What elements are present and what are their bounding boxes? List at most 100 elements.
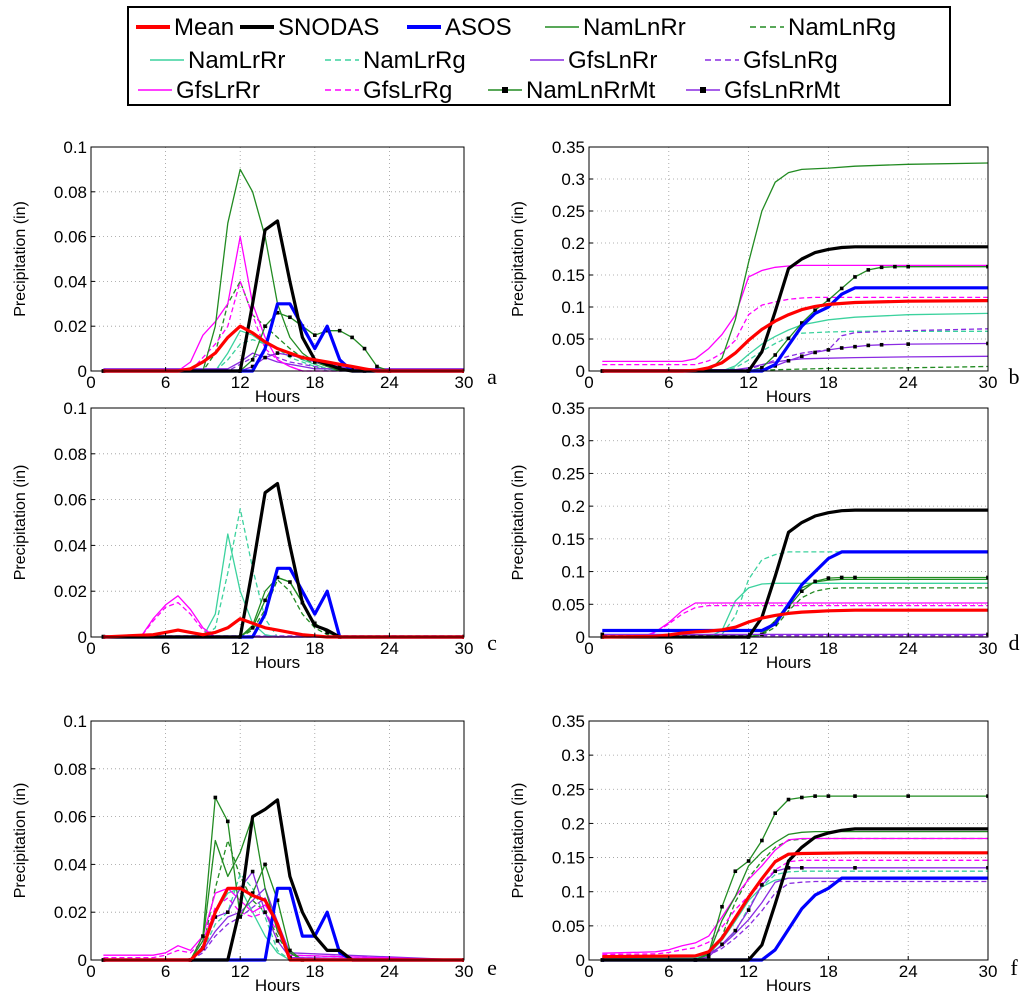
series-point	[362, 346, 367, 351]
series-line-namlnrr	[602, 162, 988, 372]
series-point	[600, 632, 605, 637]
legend-item-asos: ASOS	[407, 14, 512, 41]
series-point	[986, 575, 988, 580]
y-tick-label: 0.15	[552, 530, 585, 549]
x-tick-label: 18	[305, 639, 324, 658]
series-point	[213, 795, 218, 800]
series-point	[786, 797, 791, 802]
series-point	[813, 308, 817, 312]
x-tick-label: 6	[161, 373, 170, 392]
x-tick-label: 18	[819, 962, 838, 981]
legend-item-label: NamLnRg	[788, 14, 896, 41]
series-line-gfslnrr	[103, 352, 464, 370]
series-point	[263, 355, 267, 360]
series-line-mean	[602, 299, 988, 373]
y-tick-label: 0.02	[54, 317, 87, 336]
series-line-gfslrrg	[602, 859, 988, 956]
y-axis-label: Precipitation (in)	[510, 783, 527, 899]
series-point	[760, 838, 764, 843]
series-point	[800, 354, 804, 359]
x-tick-label: 12	[739, 962, 758, 981]
series-line-namlnrr	[103, 576, 464, 638]
series-point	[986, 632, 988, 637]
x-tick-label: 18	[819, 639, 838, 658]
series-point	[337, 328, 342, 333]
series-point	[879, 342, 884, 347]
series-group	[101, 482, 464, 639]
series-line-snodas	[602, 508, 988, 639]
legend-item-namlnrr: NamLnRr	[545, 14, 686, 41]
x-tick-label: 30	[979, 373, 998, 392]
legend-item-label: SNODAS	[278, 14, 379, 41]
series-line-gfslrrr	[602, 264, 988, 363]
series-point	[720, 942, 724, 947]
y-tick-label: 0	[78, 951, 87, 970]
x-axis-label: Hours	[766, 387, 811, 406]
series-point	[800, 795, 804, 800]
y-tick-label: 0	[576, 628, 585, 647]
series-point	[313, 360, 317, 364]
series-point	[866, 268, 871, 272]
chart-panels: 0 6 12 18 24 30 0 0.02 0.04 0.06 0.08 0.1 Hours Preci…	[12, 138, 1020, 995]
tick-labels: 0 6 12 18 24 30 0 0.05 0.1 0.15 0.2 0.25 0.3 0.35	[552, 399, 998, 658]
series-point	[288, 353, 292, 358]
series-point	[826, 298, 831, 302]
x-tick-label: 12	[231, 639, 250, 658]
series-point	[839, 575, 844, 580]
y-tick-label: 0.3	[561, 432, 585, 451]
series-line-namlrrg	[103, 338, 464, 372]
x-axis-label: Hours	[766, 976, 811, 995]
x-tick-label: 24	[899, 962, 918, 981]
series-line-namlrrg	[602, 330, 988, 372]
panel-c: 0 6 12 18 24 30 0 0.02 0.04 0.06 0.08 0.1 Hours Preci…	[12, 399, 497, 672]
legend: Mean SNODAS ASOS NamLnRr NamLnRg NamLrRr NamLr…	[127, 6, 951, 106]
series-line-namlrrr	[103, 533, 464, 638]
series-point	[800, 321, 804, 325]
series-point	[250, 364, 255, 369]
series-point	[275, 310, 280, 315]
series-line-gfslrrg	[103, 897, 464, 961]
series-point	[800, 866, 804, 870]
panel-e: 0 6 12 18 24 30 0 0.02 0.04 0.06 0.08 0.1 Hours Preci…	[12, 712, 497, 995]
y-tick-label: 0.08	[54, 760, 87, 779]
series-point	[760, 883, 764, 887]
y-tick-label: 0.04	[54, 272, 87, 291]
y-tick-label: 0.08	[54, 183, 87, 202]
legend-item-gfslnrrmt: GfsLnRrMt	[686, 77, 840, 104]
y-tick-label: 0.04	[54, 536, 87, 555]
panel-a: 0 6 12 18 24 30 0 0.02 0.04 0.06 0.08 0.1 Hours Preci…	[12, 138, 497, 406]
axes-box	[588, 720, 989, 961]
x-tick-label: 0	[86, 962, 95, 981]
series-line-asos	[602, 876, 988, 962]
series-line-snodas	[103, 219, 464, 373]
series-point	[288, 948, 292, 953]
x-tick-label: 0	[584, 962, 593, 981]
series-line-gfslnrrmt	[602, 867, 988, 961]
series-point	[906, 342, 910, 346]
legend-item-namlrrr: NamLrRr	[150, 47, 285, 74]
axes-box	[90, 407, 465, 638]
y-tick-label: 0.15	[552, 849, 585, 868]
panel-letter: a	[487, 364, 497, 389]
y-tick-label: 0	[78, 628, 87, 647]
legend-item-label: NamLnRrMt	[526, 77, 656, 104]
series-point	[853, 866, 857, 870]
series-line-mean	[103, 886, 464, 962]
y-tick-label: 0.1	[561, 298, 585, 317]
x-tick-label: 12	[231, 962, 250, 981]
y-axis-label: Precipitation (in)	[510, 465, 527, 581]
series-point	[853, 575, 857, 580]
series-line-mean	[602, 608, 988, 639]
tick-labels: 0 6 12 18 24 30 0 0.02 0.04 0.06 0.08 0.1	[54, 399, 474, 658]
panel-letter: e	[487, 955, 497, 980]
y-tick-label: 0.02	[54, 582, 87, 601]
x-tick-label: 24	[899, 373, 918, 392]
series-line-namlnrr	[103, 168, 464, 372]
series-point	[773, 811, 777, 815]
series-point	[263, 324, 267, 328]
legend-item-label: NamLnRr	[583, 14, 686, 41]
series-point	[879, 265, 884, 270]
y-tick-label: 0.1	[63, 712, 87, 731]
legend-item-label: NamLrRg	[363, 47, 466, 74]
